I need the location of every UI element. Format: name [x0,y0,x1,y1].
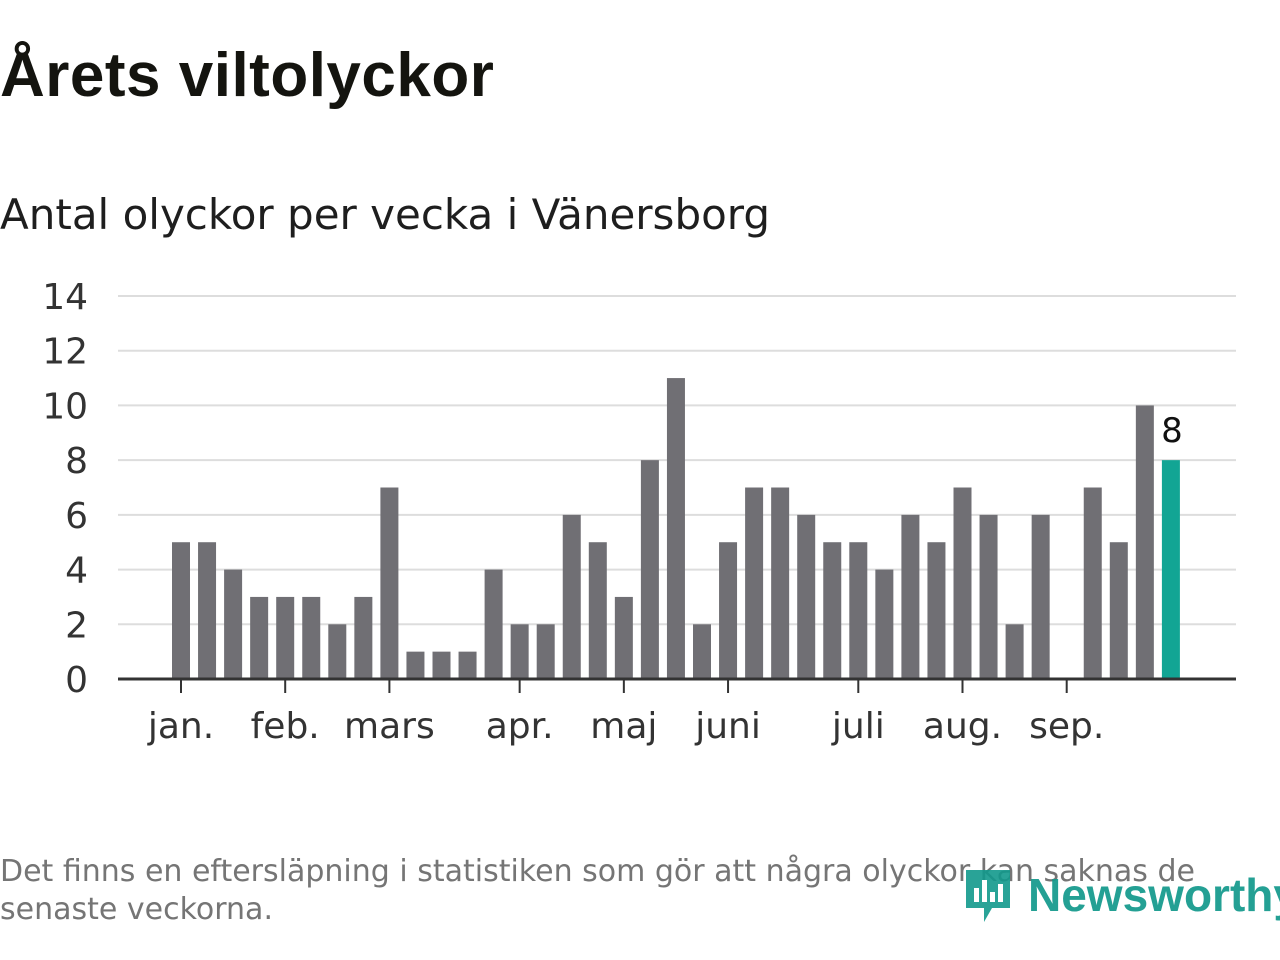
bar [1005,624,1024,679]
x-tick-label: apr. [486,706,554,747]
y-tick-label: 2 [65,605,88,646]
y-axis-ticks: 0 2 4 6 8 10 12 14 [42,277,88,701]
x-axis: jan. feb. mars apr. maj juni juli aug. sep. [118,677,1236,747]
bar [1031,514,1050,679]
y-tick-label: 12 [42,332,88,373]
bar [745,487,764,679]
y-tick-label: 4 [65,551,88,592]
data-labels: 8 [1161,411,1183,451]
y-tick-label: 10 [42,386,88,427]
x-tick-label: sep. [1029,706,1104,747]
bar [588,542,607,679]
x-tick-label: maj [590,706,657,747]
newsworthy-logo-icon [966,870,1010,922]
y-tick-label: 8 [65,441,88,482]
brand-logo[interactable]: Newsworthy [962,860,1280,930]
y-tick-label: 6 [65,496,88,537]
y-tick-label: 14 [42,277,88,318]
x-tick-label: juli [831,706,885,747]
chart-title: Årets viltolyckor [0,41,495,110]
bar [693,624,711,679]
bar [1135,405,1154,679]
bar [458,651,477,679]
bars [172,378,1180,679]
bar [302,596,321,679]
x-tick-label: feb. [251,706,320,747]
bar [1083,487,1102,679]
bar [849,542,868,679]
bar [354,596,373,679]
bar [823,542,842,679]
bar [640,460,659,679]
bar [614,596,633,679]
bar [328,624,347,679]
bar [979,514,998,679]
chart-subtitle: Antal olyckor per vecka i Vänersborg [0,190,770,239]
bar-chart: 0 2 4 6 8 10 12 14 jan. feb. mars apr. maj juni juli a… [42,277,1236,747]
bar [875,569,894,679]
bar [562,514,581,679]
bar [276,596,295,679]
bar [901,514,920,679]
bar [953,487,972,679]
bar [927,542,946,679]
bar [510,624,529,679]
bar [719,542,738,679]
bar [771,487,790,679]
bar [536,624,555,679]
brand-name: Newsworthy [1028,869,1280,921]
x-tick-label: jan. [147,706,214,747]
bar [432,651,451,679]
bar [666,378,685,679]
bar [250,596,269,679]
bar [198,542,217,679]
bar [380,487,399,679]
x-tick-label: juni [694,706,761,747]
bar [484,569,503,679]
bar [172,542,190,679]
highlight-value-label: 8 [1161,411,1183,451]
bar [224,569,243,679]
bar [797,514,816,679]
y-tick-label: 0 [65,660,88,701]
x-tick-label: aug. [923,706,1002,747]
x-tick-label: mars [344,706,435,747]
bar [406,651,425,679]
bar [1109,542,1128,679]
bar-highlight [1161,460,1180,679]
